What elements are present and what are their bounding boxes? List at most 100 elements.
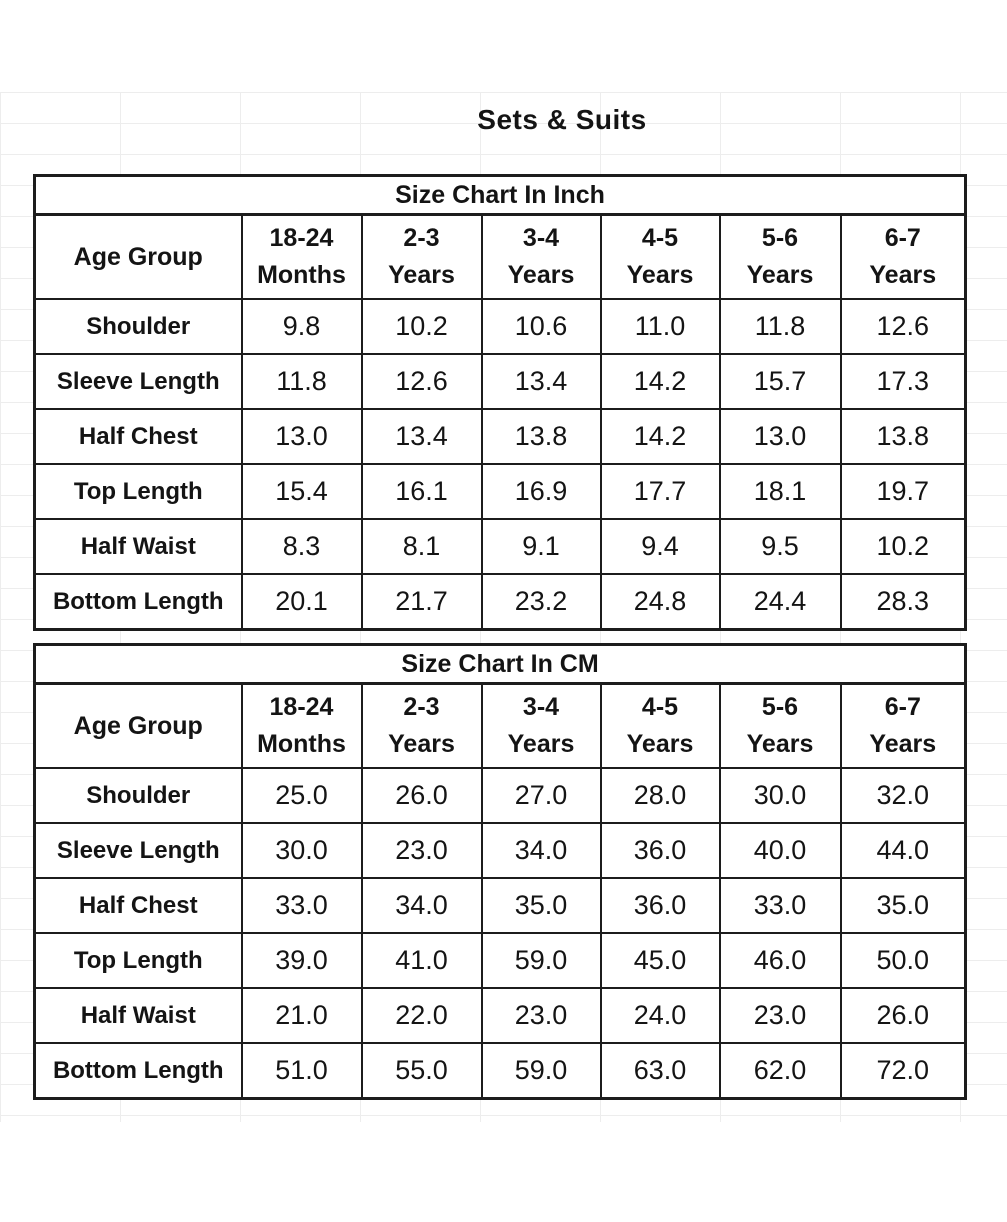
measurement-cell: 35.0 — [480, 877, 602, 934]
table-row: Half Chest 13.0 13.4 13.8 14.2 13.0 13.8 — [33, 408, 967, 465]
column-header-unit: Years — [388, 261, 455, 289]
column-header-unit: Months — [257, 730, 346, 758]
measurement-cell: 26.0 — [360, 767, 483, 824]
measurement-cell: 10.2 — [360, 298, 483, 355]
measurement-cell: 63.0 — [599, 1042, 721, 1100]
measurement-cell: 13.4 — [480, 353, 602, 410]
measurement-cell: 22.0 — [360, 987, 483, 1044]
age-group-header: Age Group — [33, 682, 243, 769]
table-row: Shoulder 25.0 26.0 27.0 28.0 30.0 32.0 — [33, 767, 967, 824]
measurement-cell: 19.7 — [839, 463, 967, 520]
measurement-cell: 10.2 — [839, 518, 967, 575]
size-table-grid: Size Chart In CM Age Group 18-24 Months 2-3 Y… — [33, 643, 968, 1100]
measurement-cell: 8.3 — [240, 518, 363, 575]
page-title: Sets & Suits — [477, 104, 647, 135]
column-header-unit: Years — [626, 730, 694, 758]
measurement-cell: 17.7 — [599, 463, 721, 520]
column-header-range: 3-4 — [522, 224, 560, 252]
measurement-cell: 35.0 — [839, 877, 967, 934]
table-header-row: Age Group 18-24 Months 2-3 Years 3-4 Years 4-5 Y… — [33, 213, 967, 300]
measurement-cell: 34.0 — [360, 877, 483, 934]
size-chart-inch-table: Size Chart In Inch Age Group 18-24 Months 2-… — [33, 174, 968, 631]
measurement-cell: 12.6 — [360, 353, 483, 410]
measurement-cell: 15.7 — [718, 353, 842, 410]
measurement-cell: 24.4 — [718, 573, 842, 631]
measurement-cell: 13.4 — [360, 408, 483, 465]
measurement-cell: 10.6 — [480, 298, 602, 355]
table-title-row: Size Chart In CM — [33, 643, 967, 685]
measurement-cell: 23.0 — [360, 822, 483, 879]
row-label: Half Waist — [33, 518, 243, 575]
table-row: Top Length 15.4 16.1 16.9 17.7 18.1 19.7 — [33, 463, 967, 520]
measurement-cell: 44.0 — [839, 822, 967, 879]
measurement-cell: 14.2 — [599, 408, 721, 465]
measurement-cell: 26.0 — [839, 987, 967, 1044]
column-header-range: 2-3 — [403, 224, 440, 252]
measurement-cell: 16.1 — [360, 463, 483, 520]
column-header: 18-24 Months — [240, 213, 363, 300]
column-header: 18-24 Months — [240, 682, 363, 769]
measurement-cell: 62.0 — [718, 1042, 842, 1100]
column-header-range: 5-6 — [761, 693, 799, 721]
measurement-cell: 33.0 — [240, 877, 363, 934]
row-label: Shoulder — [33, 767, 243, 824]
measurement-cell: 36.0 — [599, 877, 721, 934]
column-header: 5-6 Years — [718, 682, 842, 769]
column-header-unit: Years — [507, 261, 575, 289]
measurement-cell: 11.8 — [718, 298, 842, 355]
measurement-cell: 41.0 — [360, 932, 483, 989]
size-table-grid: Size Chart In Inch Age Group 18-24 Months 2-… — [33, 174, 968, 631]
column-header: 5-6 Years — [718, 213, 842, 300]
column-header-range: 6-7 — [884, 693, 921, 721]
column-header: 3-4 Years — [480, 682, 602, 769]
measurement-cell: 14.2 — [599, 353, 721, 410]
table-row: Bottom Length 20.1 21.7 23.2 24.8 24.4 28.3 — [33, 573, 967, 631]
measurement-cell: 36.0 — [599, 822, 721, 879]
table-row: Bottom Length 51.0 55.0 59.0 63.0 62.0 72.0 — [33, 1042, 967, 1100]
measurement-cell: 9.4 — [599, 518, 721, 575]
column-header-range: 18-24 — [269, 693, 334, 721]
column-header-range: 6-7 — [884, 224, 921, 252]
measurement-cell: 18.1 — [718, 463, 842, 520]
column-header-range: 4-5 — [641, 693, 679, 721]
measurement-cell: 34.0 — [480, 822, 602, 879]
column-header-unit: Years — [746, 261, 814, 289]
measurement-cell: 45.0 — [599, 932, 721, 989]
table-title-row: Size Chart In Inch — [33, 174, 967, 216]
measurement-cell: 13.0 — [718, 408, 842, 465]
measurement-cell: 21.0 — [240, 987, 363, 1044]
row-label: Half Chest — [33, 408, 243, 465]
measurement-cell: 9.5 — [718, 518, 842, 575]
column-header-unit: Years — [869, 261, 937, 289]
column-header-range: 4-5 — [641, 224, 679, 252]
column-header: 4-5 Years — [599, 213, 721, 300]
measurement-cell: 12.6 — [839, 298, 967, 355]
column-header-unit: Years — [507, 730, 575, 758]
measurement-cell: 30.0 — [718, 767, 842, 824]
column-header: 2-3 Years — [360, 682, 483, 769]
table-row: Top Length 39.0 41.0 59.0 45.0 46.0 50.0 — [33, 932, 967, 989]
measurement-cell: 30.0 — [240, 822, 363, 879]
measurement-cell: 11.0 — [599, 298, 721, 355]
column-header: 3-4 Years — [480, 213, 602, 300]
table-row: Half Chest 33.0 34.0 35.0 36.0 33.0 35.0 — [33, 877, 967, 934]
size-chart-cm-table: Size Chart In CM Age Group 18-24 Months 2-3 Y… — [33, 643, 968, 1100]
measurement-cell: 13.8 — [480, 408, 602, 465]
measurement-cell: 51.0 — [240, 1042, 363, 1100]
row-label: Half Chest — [33, 877, 243, 934]
row-label: Shoulder — [33, 298, 243, 355]
measurement-cell: 59.0 — [480, 932, 602, 989]
table-title: Size Chart In Inch — [33, 174, 967, 216]
measurement-cell: 8.1 — [360, 518, 483, 575]
table-row: Shoulder 9.8 10.2 10.6 11.0 11.8 12.6 — [33, 298, 967, 355]
row-label: Half Waist — [33, 987, 243, 1044]
measurement-cell: 21.7 — [360, 573, 483, 631]
column-header-unit: Months — [257, 261, 346, 289]
row-label: Bottom Length — [33, 1042, 243, 1100]
column-header: 4-5 Years — [599, 682, 721, 769]
table-title: Size Chart In CM — [33, 643, 967, 685]
table-row: Sleeve Length 11.8 12.6 13.4 14.2 15.7 17.3 — [33, 353, 967, 410]
row-label: Top Length — [33, 463, 243, 520]
column-header-range: 2-3 — [403, 693, 440, 721]
measurement-cell: 55.0 — [360, 1042, 483, 1100]
